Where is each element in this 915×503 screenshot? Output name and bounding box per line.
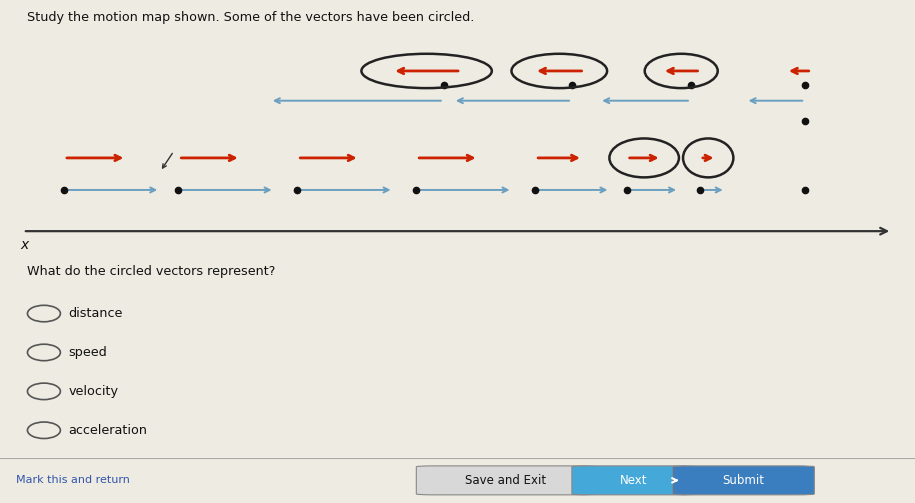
Text: x: x: [20, 238, 28, 253]
Text: distance: distance: [69, 307, 123, 320]
Text: velocity: velocity: [69, 385, 119, 398]
Text: Study the motion map shown. Some of the vectors have been circled.: Study the motion map shown. Some of the …: [27, 12, 475, 25]
Text: speed: speed: [69, 346, 107, 359]
Text: Save and Exit: Save and Exit: [465, 474, 546, 487]
Text: What do the circled vectors represent?: What do the circled vectors represent?: [27, 266, 275, 279]
FancyBboxPatch shape: [416, 466, 595, 495]
Text: Mark this and return: Mark this and return: [16, 475, 130, 485]
Text: Next: Next: [619, 474, 648, 487]
Text: Submit: Submit: [723, 474, 764, 487]
FancyBboxPatch shape: [673, 466, 814, 495]
FancyBboxPatch shape: [572, 466, 695, 495]
Text: acceleration: acceleration: [69, 424, 147, 437]
